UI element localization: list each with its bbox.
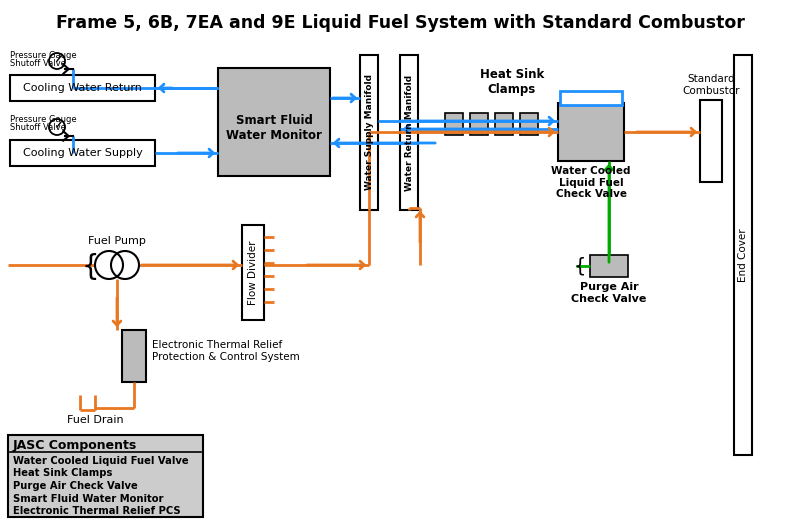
Bar xyxy=(495,113,513,135)
Bar xyxy=(734,55,752,455)
Text: Standard
Combustor: Standard Combustor xyxy=(682,74,740,96)
Bar xyxy=(360,55,378,210)
Bar xyxy=(590,255,628,277)
Bar xyxy=(242,225,264,320)
Bar xyxy=(520,113,538,135)
Text: Cooling Water Supply: Cooling Water Supply xyxy=(22,148,142,158)
Text: Water Cooled Liquid Fuel Valve: Water Cooled Liquid Fuel Valve xyxy=(13,456,189,466)
Bar xyxy=(596,93,606,103)
Text: Electronic Thermal Relief PCS: Electronic Thermal Relief PCS xyxy=(13,506,181,516)
Text: JASC Components: JASC Components xyxy=(13,439,138,452)
Text: Shutoff Valve: Shutoff Valve xyxy=(10,124,66,133)
Text: Water Supply Manifold: Water Supply Manifold xyxy=(365,74,374,191)
Text: {: { xyxy=(574,257,586,276)
Text: Frame 5, 6B, 7EA and 9E Liquid Fuel System with Standard Combustor: Frame 5, 6B, 7EA and 9E Liquid Fuel Syst… xyxy=(55,14,745,32)
Bar xyxy=(470,113,488,135)
Text: Heat Sink
Clamps: Heat Sink Clamps xyxy=(480,68,544,96)
Text: Shutoff Valve: Shutoff Valve xyxy=(10,59,66,68)
Text: Water Return Manifold: Water Return Manifold xyxy=(405,74,414,191)
Bar xyxy=(445,113,463,135)
Text: Smart Fluid
Water Monitor: Smart Fluid Water Monitor xyxy=(226,114,322,142)
Bar xyxy=(568,93,578,103)
Bar xyxy=(218,68,330,176)
Bar xyxy=(8,435,203,517)
Bar xyxy=(10,75,155,101)
Text: Pressure Gauge: Pressure Gauge xyxy=(10,50,77,60)
Text: Water Cooled
Liquid Fuel
Check Valve: Water Cooled Liquid Fuel Check Valve xyxy=(551,166,630,199)
Bar xyxy=(122,330,146,382)
Text: Purge Air Check Valve: Purge Air Check Valve xyxy=(13,481,138,491)
Text: Flow Divider: Flow Divider xyxy=(248,240,258,305)
Bar xyxy=(10,140,155,166)
Bar xyxy=(558,103,624,161)
Bar xyxy=(610,93,620,103)
Text: Fuel Drain: Fuel Drain xyxy=(66,415,123,425)
Text: Purge Air
Check Valve: Purge Air Check Valve xyxy=(571,282,646,303)
Text: Pressure Gauge: Pressure Gauge xyxy=(10,115,77,125)
Text: Cooling Water Return: Cooling Water Return xyxy=(23,83,142,93)
Bar xyxy=(582,93,592,103)
Text: Fuel Pump: Fuel Pump xyxy=(88,236,146,246)
Text: Smart Fluid Water Monitor: Smart Fluid Water Monitor xyxy=(13,494,163,504)
Text: Electronic Thermal Relief
Protection & Control System: Electronic Thermal Relief Protection & C… xyxy=(152,340,300,362)
Text: {: { xyxy=(81,253,99,281)
Text: End Cover: End Cover xyxy=(738,228,748,282)
Bar xyxy=(700,100,722,182)
Bar xyxy=(400,55,418,210)
Bar xyxy=(560,91,622,105)
Text: Heat Sink Clamps: Heat Sink Clamps xyxy=(13,468,112,478)
